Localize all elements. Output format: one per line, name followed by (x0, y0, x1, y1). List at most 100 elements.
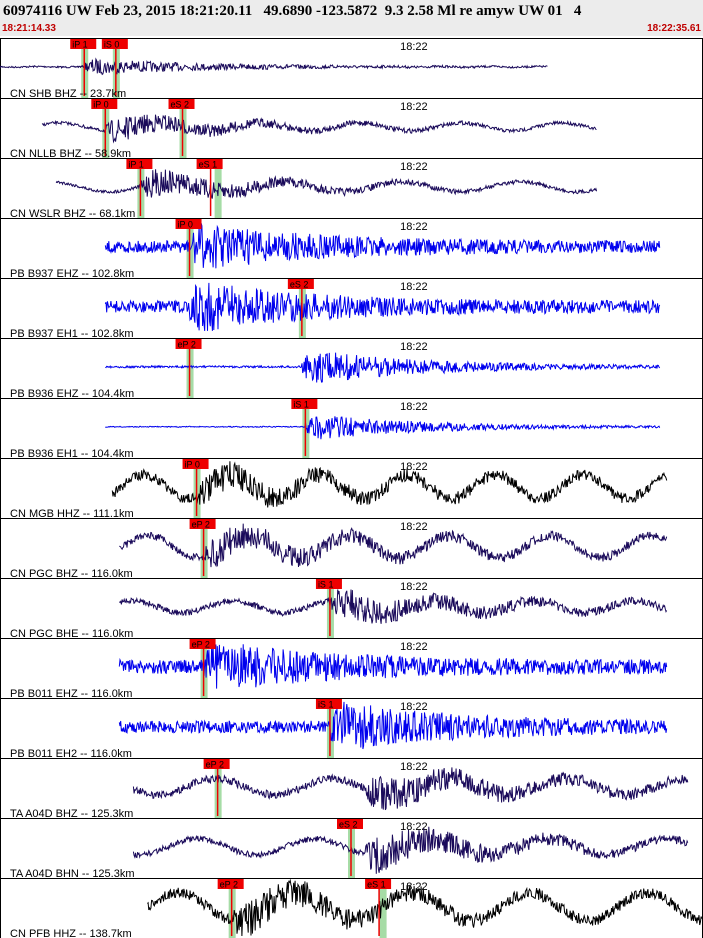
trace-panel: 18:22 eS 2 PB B937 EH1 -- 102.8km (0, 278, 703, 340)
pick-flag[interactable] (70, 39, 97, 49)
minute-label: 18:22 (400, 101, 428, 113)
trace-panel: 18:22 iS 1 CN PGC BHE -- 116.0km (0, 578, 703, 640)
start-time: 18:21:14.33 (2, 23, 56, 34)
waveform-line (147, 878, 703, 937)
station-label: PB B011 EH2 -- 116.0km (10, 748, 132, 760)
waveform-line (55, 169, 598, 199)
station-label: TA A04D BHN -- 125.3km (10, 868, 135, 880)
waveform-line (119, 523, 668, 568)
pick-flag[interactable] (287, 279, 314, 289)
minute-label: 18:22 (400, 821, 428, 833)
pick-label: eS 2 (290, 280, 309, 290)
waveform-line (104, 282, 661, 331)
pick-highlight (379, 879, 387, 938)
pick-flag[interactable] (91, 99, 118, 109)
waveform-line (105, 416, 661, 440)
waveform-line (104, 223, 661, 269)
minute-label: 18:22 (400, 401, 428, 413)
pick-label: eS 1 (367, 880, 386, 890)
station-label: CN PGC BHE -- 116.0km (10, 628, 133, 640)
pick-label: eP 2 (220, 880, 238, 890)
station-label: PB B937 EH1 -- 102.8km (10, 328, 134, 340)
trace-panel: 18:22 eP 2 PB B936 EHZ -- 104.4km (0, 338, 703, 400)
end-time: 18:22:35.61 (647, 23, 701, 34)
waveform-line (132, 826, 689, 874)
station-label: CN MGB HHZ -- 111.1km (10, 508, 134, 520)
pick-label: iP 0 (185, 460, 200, 470)
trace-panel: 18:22 iS 1 PB B011 EH2 -- 116.0km (0, 698, 703, 760)
header-bar: 60974116 UW Feb 23, 2015 18:21:20.11 49.… (0, 0, 703, 36)
pick-label: iS 0 (104, 40, 120, 50)
pick-flag[interactable] (168, 99, 195, 109)
pick-flag[interactable] (126, 159, 153, 169)
event-title: 60974116 UW Feb 23, 2015 18:21:20.11 49.… (3, 3, 582, 19)
pick-flag[interactable] (315, 699, 342, 709)
trace-panel: 18:22 eP 2 PB B011 EHZ -- 116.0km (0, 638, 703, 700)
pick-flag[interactable] (217, 879, 244, 889)
trace-panel: 18:22 iP 1 iS 0 CN SHB BHZ -- 23.7km (0, 38, 703, 100)
station-label: PB B937 EHZ -- 102.8km (10, 268, 134, 280)
pick-label: iS 1 (318, 700, 334, 710)
pick-flag[interactable] (315, 579, 342, 589)
minute-label: 18:22 (400, 521, 428, 533)
station-label: PB B936 EH1 -- 104.4km (10, 448, 134, 460)
trace-panel: 18:22 iP 1 eS 1 CN WSLR BHZ -- 68.1km (0, 158, 703, 220)
pick-flag[interactable] (101, 39, 128, 49)
pick-flag[interactable] (175, 219, 202, 229)
waveform-line (132, 767, 689, 811)
pick-flag[interactable] (337, 819, 363, 829)
pick-flag[interactable] (291, 399, 318, 409)
trace-panel: 18:22 eP 2 CN PGC BHZ -- 116.0km (0, 518, 703, 580)
minute-label: 18:22 (400, 161, 428, 173)
pick-label: iS 1 (318, 580, 334, 590)
pick-flag[interactable] (203, 759, 230, 769)
waveform-line (118, 644, 668, 689)
station-label: PB B011 EHZ -- 116.0km (10, 688, 132, 700)
pick-label: eP 2 (178, 340, 196, 350)
pick-label: eS 1 (199, 160, 218, 170)
trace-panel: 18:22 iP 0 PB B937 EHZ -- 102.8km (0, 218, 703, 280)
pick-flag[interactable] (182, 459, 209, 469)
pick-flag[interactable] (365, 879, 392, 889)
trace-panel: 18:22 eP 2 TA A04D BHZ -- 125.3km (0, 758, 703, 820)
minute-label: 18:22 (400, 281, 428, 293)
station-label: CN NLLB BHZ -- 58.9km (10, 148, 131, 160)
pick-label: eP 2 (192, 640, 210, 650)
waveform-line (0, 57, 548, 76)
waveform-line (105, 352, 661, 383)
minute-label: 18:22 (400, 701, 428, 713)
waveform-line (118, 589, 668, 624)
minute-label: 18:22 (400, 581, 428, 593)
station-label: TA A04D BHZ -- 125.3km (10, 808, 133, 820)
pick-flag[interactable] (189, 519, 216, 529)
minute-label: 18:22 (400, 641, 428, 653)
pick-label: eP 2 (192, 520, 210, 530)
waveform-line (41, 114, 597, 144)
pick-label: eS 2 (171, 100, 190, 110)
pick-label: iS 1 (293, 400, 309, 410)
pick-label: iP 0 (178, 220, 193, 230)
station-label: CN WSLR BHZ -- 68.1km (10, 208, 135, 220)
pick-flag[interactable] (175, 339, 202, 349)
minute-label: 18:22 (400, 41, 428, 53)
minute-label: 18:22 (400, 221, 428, 233)
pick-label: eS 2 (339, 820, 358, 830)
pick-flag[interactable] (189, 639, 216, 649)
minute-label: 18:22 (400, 341, 428, 353)
waveform-line (111, 461, 668, 508)
station-label: CN PFB HHZ -- 138.7km (10, 928, 132, 938)
trace-panel: 18:22 eS 2 TA A04D BHN -- 125.3km (0, 818, 703, 880)
minute-label: 18:22 (400, 761, 428, 773)
trace-panel: 18:22 iP 0 eS 2 CN NLLB BHZ -- 58.9km (0, 98, 703, 160)
pick-label: iP 1 (72, 40, 87, 50)
station-label: CN PGC BHZ -- 116.0km (10, 568, 133, 580)
pick-label: iP 1 (128, 160, 143, 170)
pick-label: eP 2 (206, 760, 224, 770)
trace-panel: 18:22 iS 1 PB B936 EH1 -- 104.4km (0, 398, 703, 460)
pick-flag[interactable] (196, 159, 223, 169)
pick-label: iP 0 (93, 100, 108, 110)
station-label: CN SHB BHZ -- 23.7km (10, 88, 126, 100)
